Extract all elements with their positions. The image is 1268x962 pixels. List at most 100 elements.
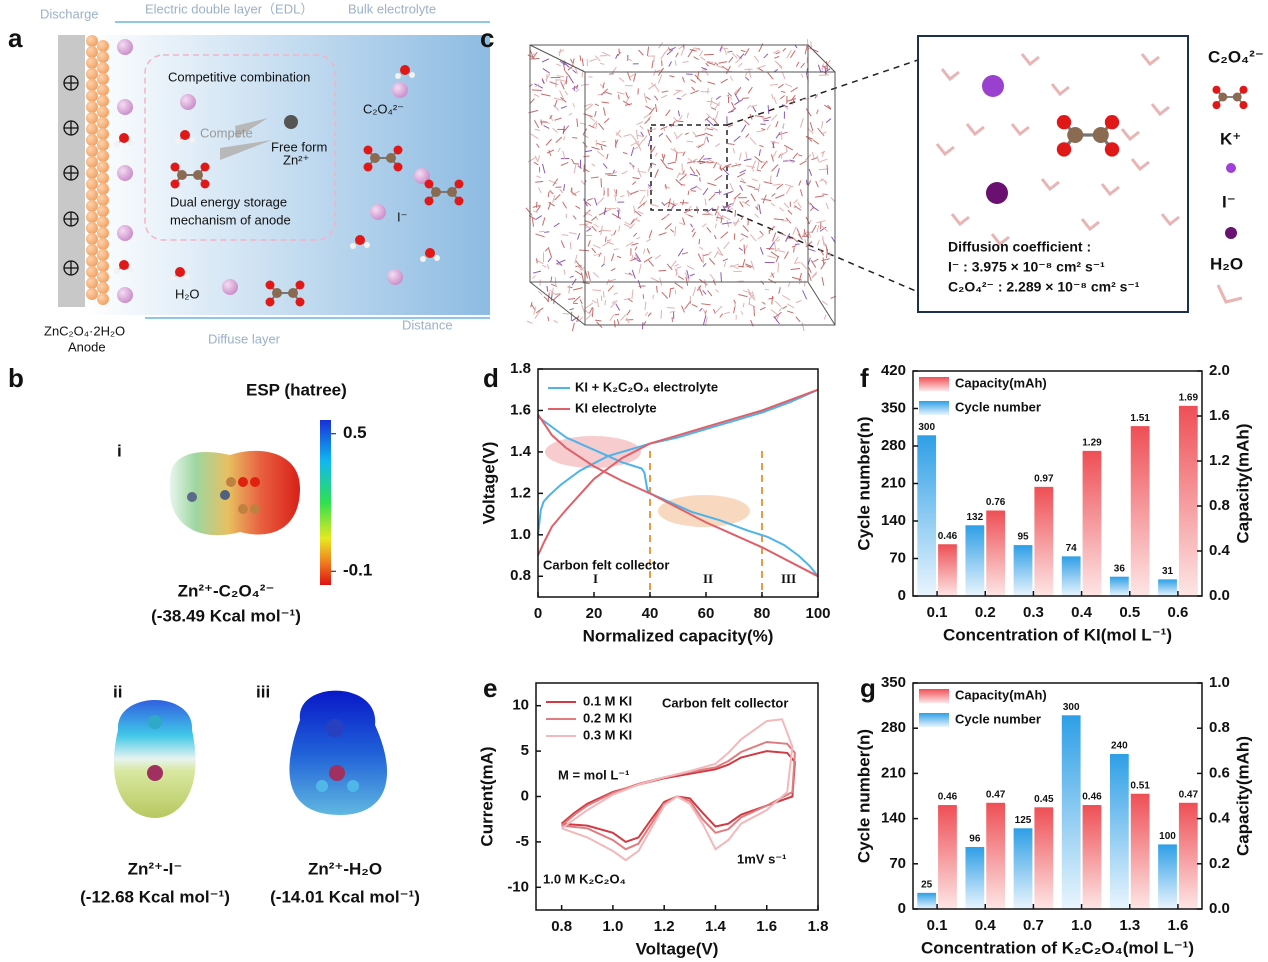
- molecule-stick: [808, 267, 812, 274]
- molecule-stick: [699, 307, 703, 312]
- label: 80: [754, 605, 771, 622]
- molecule-stick: [613, 188, 617, 196]
- molecule-stick: [786, 159, 794, 164]
- molecule-stick: [723, 202, 733, 208]
- molecule-stick: [748, 292, 756, 301]
- zoom-region: [650, 124, 728, 211]
- molecule-stick: [821, 121, 824, 129]
- molecule-stick: [701, 67, 707, 73]
- molecule-stick: [760, 280, 765, 285]
- molecule-stick: [686, 160, 696, 164]
- molecule-stick: [692, 131, 697, 137]
- label: I⁻: [1222, 192, 1236, 211]
- molecule-stick: [770, 83, 779, 86]
- label: Cycle number: [955, 711, 1041, 726]
- molecule-stick: [770, 251, 780, 258]
- molecule-stick: [792, 226, 797, 235]
- molecule-stick: [594, 197, 598, 206]
- molecule-stick: [542, 163, 546, 174]
- molecule-stick: [648, 107, 655, 115]
- molecule-stick: [740, 124, 747, 133]
- label: -5: [516, 833, 529, 850]
- molecule-stick: [731, 197, 737, 207]
- molecule-stick: [679, 115, 683, 121]
- label: 1.2: [654, 918, 675, 935]
- molecule-stick: [658, 132, 664, 137]
- molecule-stick: [786, 303, 795, 309]
- molecule-stick: [739, 237, 745, 242]
- atom: [97, 62, 109, 74]
- label: 1.0 M K₂C₂O₄: [543, 871, 626, 886]
- compete-arrow: [220, 140, 272, 160]
- label: 0.8: [1209, 719, 1230, 736]
- atom: [97, 161, 109, 173]
- molecule-stick: [553, 293, 561, 301]
- molecule-stick: [810, 260, 817, 268]
- molecule-stick: [780, 152, 783, 159]
- molecule-stick: [615, 303, 621, 311]
- molecule-stick: [696, 144, 703, 148]
- molecule-stick: [715, 206, 719, 212]
- molecule-stick: [631, 242, 639, 246]
- molecule-stick: [816, 225, 820, 233]
- label: 1.2: [510, 484, 531, 501]
- molecule-stick: [779, 95, 785, 100]
- molecule-stick: [715, 289, 720, 293]
- molecule-stick: [662, 154, 666, 163]
- molecule-stick: [625, 91, 629, 99]
- molecule-stick: [551, 287, 554, 295]
- molecule-stick: [743, 244, 746, 255]
- molecule-stick: [652, 294, 655, 299]
- molecule-stick: [778, 207, 784, 212]
- molecule-stick: [681, 76, 685, 83]
- atom: [250, 504, 260, 514]
- label: 1.8: [510, 360, 531, 377]
- molecule-stick: [636, 236, 641, 240]
- molecule-stick: [549, 114, 553, 120]
- molecule-stick: [562, 125, 565, 135]
- molecule-stick: [726, 94, 733, 100]
- molecule-stick: [799, 117, 804, 128]
- plus-sign: [64, 121, 78, 135]
- label: ESP (hatree): [246, 380, 347, 399]
- molecule-stick: [668, 201, 677, 207]
- molecule-stick: [547, 292, 550, 303]
- molecule-stick: [547, 191, 550, 198]
- molecule-stick: [770, 114, 778, 122]
- molecule-stick: [604, 236, 607, 243]
- molecule-stick: [720, 272, 722, 282]
- label: 300: [918, 422, 935, 433]
- label: 0.6: [1209, 764, 1230, 781]
- molecule-stick: [715, 143, 721, 148]
- molecule-stick: [664, 214, 669, 219]
- molecule-stick: [548, 201, 555, 207]
- legend-swatch: [919, 713, 949, 727]
- molecule-stick: [735, 86, 742, 96]
- molecule-stick: [816, 155, 820, 162]
- molecule-stick: [776, 183, 784, 190]
- molecule-stick: [770, 309, 778, 316]
- molecule-stick: [704, 279, 707, 288]
- molecule-stick: [825, 61, 828, 69]
- molecule-stick: [824, 104, 832, 110]
- molecule-stick: [820, 261, 826, 270]
- molecule-stick: [775, 51, 781, 55]
- bar: [1034, 807, 1054, 909]
- molecule-stick: [808, 168, 813, 177]
- molecule-stick: [654, 254, 662, 260]
- molecule-stick: [615, 53, 619, 59]
- molecule-stick: [787, 281, 791, 288]
- molecule-stick: [636, 121, 644, 126]
- label: 0.2: [975, 604, 996, 621]
- molecule-stick: [555, 136, 563, 143]
- molecule-stick: [737, 265, 745, 268]
- molecule-stick: [584, 220, 593, 224]
- molecule-stick: [827, 104, 832, 110]
- molecule-stick: [668, 47, 671, 52]
- molecule-stick: [778, 287, 781, 294]
- molecule-stick: [768, 241, 775, 251]
- bar: [1034, 486, 1054, 596]
- molecule-stick: [606, 153, 609, 160]
- molecule-stick: [545, 138, 553, 146]
- molecule-stick: [811, 205, 819, 212]
